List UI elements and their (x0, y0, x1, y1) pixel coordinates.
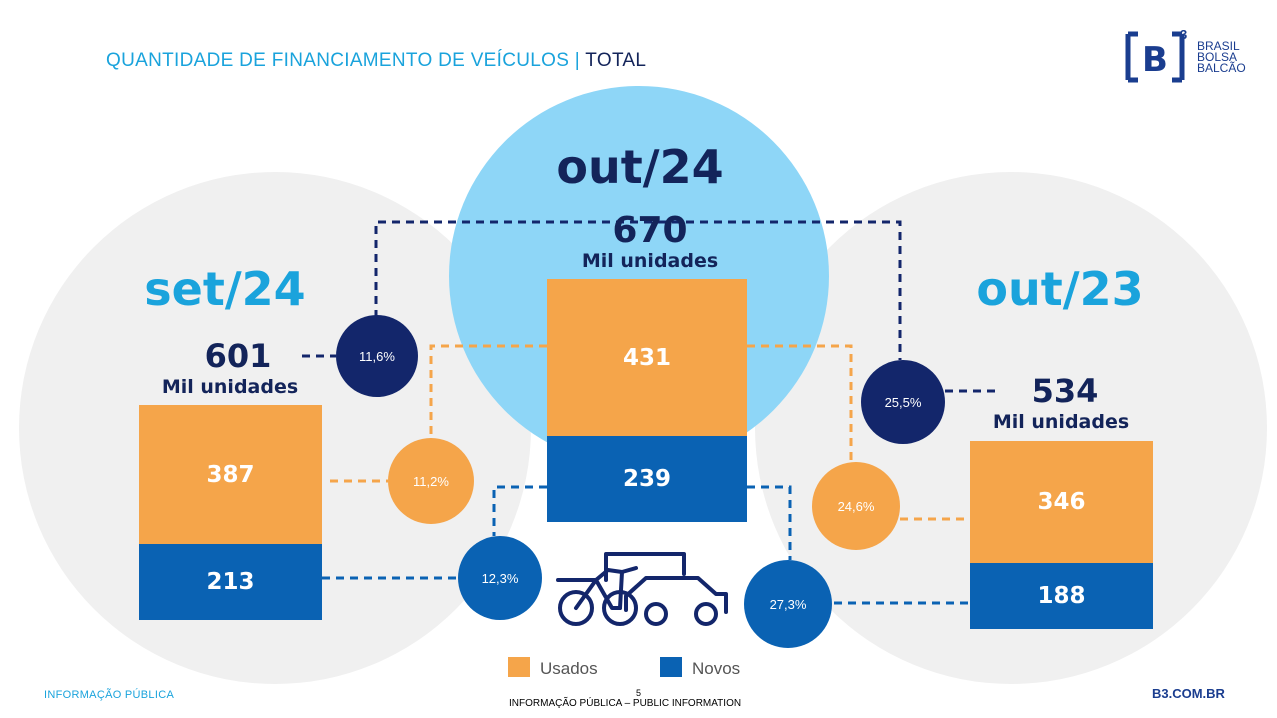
mom-novos-variation: 12,3% (458, 536, 542, 620)
center-novos-bar: 239 (547, 436, 747, 522)
center-total-unit: Mil unidades (581, 250, 719, 272)
right-period-label: out/23 (976, 262, 1144, 316)
left-total-value: 601 (204, 337, 272, 375)
right-usados-bar: 346 (970, 441, 1153, 563)
page-number: 5 (636, 688, 642, 698)
right-total-unit: Mil unidades (992, 411, 1130, 433)
legend-usados-swatch (508, 657, 530, 677)
center-novos-value: 239 (622, 466, 671, 492)
center-usados-value: 431 (622, 344, 671, 371)
footer-public-information: INFORMAÇÃO PÚBLICA – PUBLIC INFORMATION (509, 698, 742, 709)
left-total-unit: Mil unidades (161, 376, 299, 398)
footer-classification: INFORMAÇÃO PÚBLICA (44, 689, 175, 701)
logo-superscript: 3 (1180, 27, 1188, 42)
legend-novos-label: Novos (692, 659, 741, 678)
b3-logo: B (1124, 30, 1194, 91)
left-novos-bar: 213 (139, 544, 322, 620)
left-period-label: set/24 (144, 262, 306, 316)
legend-usados-label: Usados (540, 659, 598, 678)
legend-novos-swatch (660, 657, 682, 677)
left-novos-value: 213 (206, 569, 255, 595)
right-novos-bar: 188 (970, 563, 1153, 629)
center-period-label: out/24 (556, 140, 724, 194)
left-usados-value: 387 (206, 461, 255, 488)
mom-total-variation: 11,6% (336, 315, 418, 397)
right-novos-value: 188 (1037, 583, 1086, 609)
svg-text:B: B (1142, 40, 1168, 80)
yoy-usados-variation: 24,6% (812, 462, 900, 550)
footer-website[interactable]: B3.COM.BR (1152, 686, 1225, 701)
left-usados-bar: 387 (139, 405, 322, 544)
yoy-novos-variation: 27,3% (744, 560, 832, 648)
yoy-total-variation: 25,5% (861, 360, 945, 444)
center-total-value: 670 (612, 210, 688, 251)
center-usados-bar: 431 (547, 279, 747, 436)
right-total-value: 534 (1031, 372, 1099, 410)
page-title: QUANTIDADE DE FINANCIAMENTO DE VEÍCULOS … (106, 50, 647, 71)
logo-text: BRASIL BOLSA BALCÃO (1197, 39, 1246, 75)
mom-usados-variation: 11,2% (388, 438, 474, 524)
right-usados-value: 346 (1037, 489, 1086, 515)
vehicles-icon (556, 548, 740, 639)
